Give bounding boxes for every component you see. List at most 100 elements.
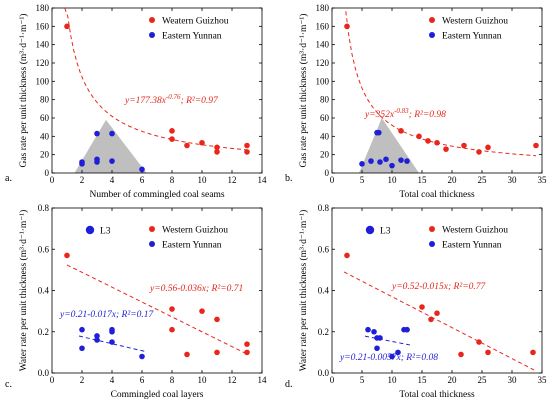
x-tick-label: 10: [388, 175, 398, 185]
fit-equation: y=0.21-0.0057x; R²=0.08: [339, 353, 438, 363]
data-point: [365, 326, 371, 333]
x-tick-label: 30: [508, 375, 518, 385]
x-tick-label: 30: [508, 175, 518, 185]
data-point: [371, 328, 377, 335]
fit-line: [66, 264, 248, 355]
data-point: [398, 157, 404, 163]
y-tick-label: 120: [316, 58, 330, 68]
data-point: [485, 349, 491, 356]
fit-equation: y=0.21-0.017x; R²=0.17: [59, 310, 154, 320]
legend-marker: [149, 241, 155, 247]
data-point: [109, 158, 115, 164]
legend-label: Western Guizhou: [162, 226, 228, 236]
x-tick-label: 20: [448, 375, 458, 385]
data-point: [94, 130, 100, 137]
data-point: [199, 139, 205, 146]
x-tick-label: 0: [50, 375, 55, 385]
x-tick-label: 25: [478, 175, 488, 185]
x-tick-label: 5: [360, 175, 365, 185]
data-point: [109, 328, 115, 335]
x-tick-label: 4: [110, 375, 115, 385]
data-point: [344, 23, 350, 30]
panel-label: b.: [285, 173, 293, 184]
plot-frame: [51, 7, 263, 174]
legend-marker: [429, 241, 435, 247]
data-point: [404, 326, 410, 333]
legend-label: Western Guizhou: [442, 17, 508, 27]
x-axis-label: Total coal thickness: [399, 190, 475, 200]
legend-label: Weatern Guizhou: [162, 17, 229, 27]
y-tick-label: 40: [40, 131, 50, 141]
y-tick-label: 0: [45, 168, 50, 178]
x-tick-label: 12: [228, 375, 237, 385]
y-tick-label: 140: [36, 40, 50, 50]
x-tick-label: 12: [228, 175, 237, 185]
data-point: [244, 341, 250, 347]
x-tick-label: 2: [80, 175, 85, 185]
x-tick-label: 2: [80, 375, 85, 385]
y-axis-label: Water rate per unit thickness (m³·d⁻¹·m⁻…: [298, 210, 309, 372]
y-tick-label: 80: [40, 95, 50, 105]
annotation-marker: [85, 225, 95, 235]
data-point: [374, 345, 380, 352]
x-tick-label: 4: [110, 175, 115, 185]
y-tick-label: 0.4: [318, 286, 330, 296]
data-point: [458, 351, 464, 358]
x-tick-label: 5: [360, 375, 365, 385]
legend-marker: [149, 17, 155, 23]
data-point: [368, 158, 374, 164]
y-axis-label: Gas rate per unit thickness (m³·d⁻¹·m⁻¹): [18, 14, 29, 168]
fit-equation-r2: ; R²=0.98: [409, 110, 446, 120]
x-tick-label: 10: [388, 375, 398, 385]
legend-label: Eastern Yunnan: [162, 32, 222, 42]
fit-equation-part: y=177.38x: [124, 96, 167, 106]
y-axis-label: Water rate per unit thickness (m³·d⁻¹·m⁻…: [18, 210, 29, 372]
data-point: [214, 349, 220, 356]
y-tick-label: 0.6: [318, 244, 330, 254]
x-tick-label: 6: [140, 175, 145, 185]
fit-equation: y=177.38x-0.76; R²=0.97: [124, 93, 219, 106]
panel-label: d.: [285, 379, 293, 390]
legend-marker: [149, 226, 155, 232]
fit-equation-exp: -0.76: [166, 93, 181, 101]
y-tick-label: 180: [316, 3, 330, 13]
y-tick-label: 180: [36, 3, 50, 13]
y-tick-label: 0.4: [38, 286, 50, 296]
y-tick-label: 0: [325, 168, 330, 178]
annotation-label: L3: [380, 227, 391, 237]
x-tick-label: 8: [170, 375, 175, 385]
x-tick-label: 0: [330, 175, 335, 185]
data-point: [214, 144, 220, 151]
data-point: [389, 353, 395, 360]
legend-label: Eastern Yunnan: [442, 241, 502, 251]
data-point: [395, 349, 401, 356]
panel-1: 0 2 4 6 8 10 12 14020406080100120140160180Numbe…: [5, 3, 267, 200]
data-point: [244, 142, 250, 149]
x-tick-label: 14: [258, 175, 268, 185]
y-tick-label: 0.2: [318, 327, 329, 337]
legend-label: Western Guizhou: [442, 226, 508, 236]
y-tick-label: 40: [320, 131, 330, 141]
data-point: [94, 333, 100, 339]
y-tick-label: 0.2: [38, 327, 49, 337]
data-point: [169, 136, 175, 142]
x-axis-label: Total coal thickness: [399, 390, 475, 400]
plot-frame: [331, 7, 543, 174]
x-tick-label: 35: [538, 175, 548, 185]
data-point: [434, 139, 440, 146]
data-point: [139, 166, 145, 173]
legend-label: Eastern Yunnan: [162, 241, 222, 251]
x-tick-label: 15: [418, 175, 428, 185]
data-point: [344, 252, 350, 259]
data-point: [214, 316, 220, 323]
data-point: [398, 128, 404, 134]
fit-equation: y=0.52-0.015x; R²=0.77: [391, 282, 486, 292]
panel-label: c.: [5, 379, 12, 390]
y-tick-label: 100: [36, 76, 50, 86]
data-point: [79, 345, 85, 352]
y-tick-label: 140: [316, 40, 330, 50]
data-point: [244, 149, 250, 155]
y-tick-label: 20: [320, 150, 330, 160]
y-tick-label: 0.0: [318, 368, 330, 378]
